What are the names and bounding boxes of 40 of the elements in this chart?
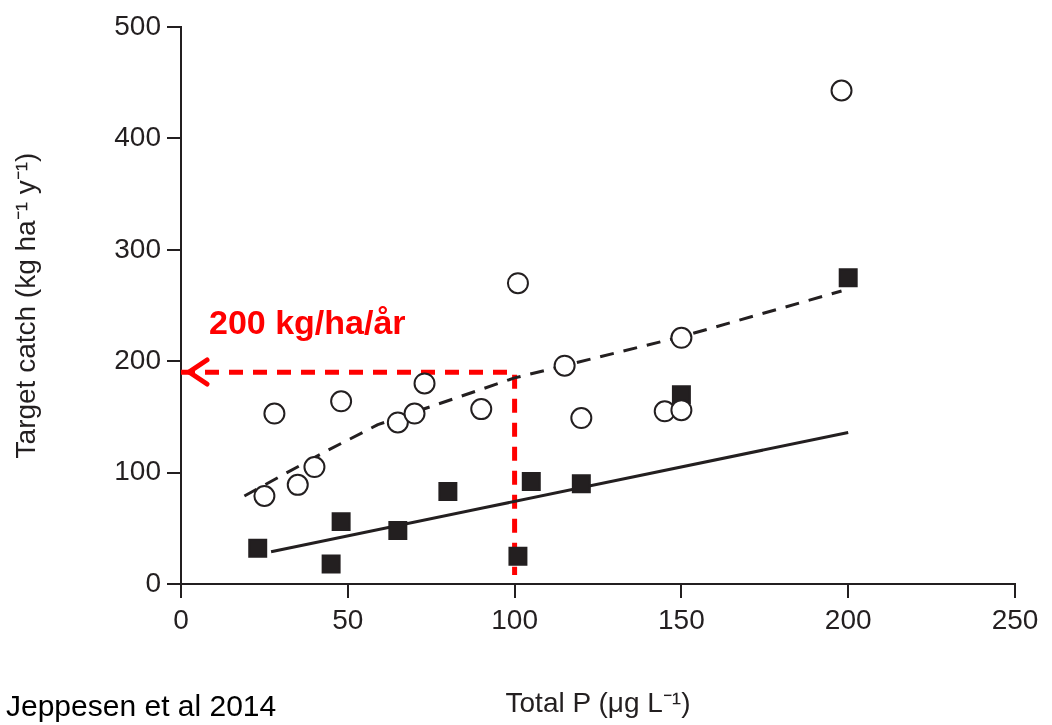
y-tick-label: 200 [114, 343, 161, 375]
point [570, 407, 593, 430]
point [321, 554, 341, 574]
y-tick-label: 100 [114, 455, 161, 487]
point [838, 268, 858, 288]
x-tick-label: 250 [991, 603, 1039, 635]
point [253, 484, 276, 507]
point [521, 472, 541, 491]
point [438, 482, 458, 502]
y-tick-label: 400 [114, 121, 161, 153]
point [330, 390, 353, 413]
point [286, 473, 309, 496]
y-tick-label: 500 [114, 9, 161, 41]
point [263, 402, 286, 425]
point [506, 272, 529, 295]
point [830, 79, 853, 102]
y-tick-label: 0 [145, 566, 161, 598]
x-tick-label: 150 [658, 603, 705, 635]
point [508, 546, 528, 566]
x-axis-title: Total P (μg L⁻¹) [505, 686, 691, 718]
point [388, 521, 408, 541]
annotation: 200 kg/ha/år [209, 303, 406, 342]
point [303, 456, 326, 479]
x-tick-label: 0 [173, 603, 189, 635]
y-tick-label: 300 [114, 232, 161, 264]
point [331, 512, 351, 532]
point [670, 326, 693, 349]
point [403, 402, 426, 425]
x-tick-label: 200 [824, 603, 872, 635]
point [248, 538, 268, 558]
point [386, 411, 409, 434]
x-tick-label: 100 [491, 603, 538, 635]
y-axis-title: Target catch (kg ha⁻¹ y⁻¹) [9, 152, 41, 459]
point [571, 474, 591, 494]
text: Jeppesen et al 2014 [6, 689, 277, 722]
point [553, 354, 576, 377]
point [470, 398, 493, 421]
point [413, 372, 436, 395]
point [670, 399, 693, 422]
x-tick-label: 50 [332, 603, 364, 635]
